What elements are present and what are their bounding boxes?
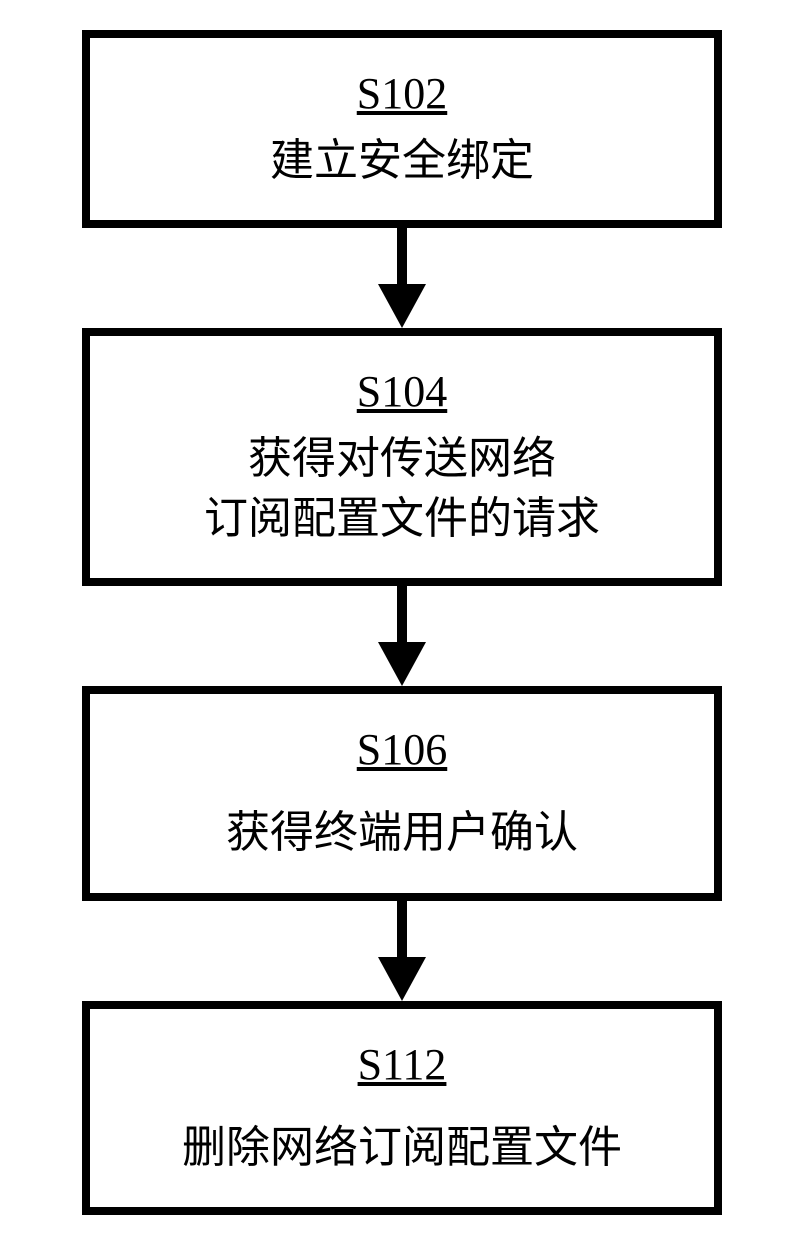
step-id: S112 [358, 1039, 447, 1090]
step-label: 获得对传送网络 订阅配置文件的请求 [204, 429, 600, 548]
step-id: S102 [357, 68, 447, 119]
step-id: S104 [357, 366, 447, 417]
flow-node-0: S102 建立安全绑定 [82, 30, 722, 228]
arrow-1 [372, 586, 432, 686]
flow-node-1: S104 获得对传送网络 订阅配置文件的请求 [82, 328, 722, 586]
step-label: 删除网络订阅配置文件 [182, 1118, 622, 1177]
flow-node-3: S112 删除网络订阅配置文件 [82, 1001, 722, 1215]
arrow-2 [372, 901, 432, 1001]
arrow-0 [372, 228, 432, 328]
step-label: 获得终端用户确认 [226, 803, 578, 862]
step-id: S106 [357, 724, 447, 775]
flow-node-2: S106 获得终端用户确认 [82, 686, 722, 900]
step-label: 建立安全绑定 [270, 131, 534, 190]
